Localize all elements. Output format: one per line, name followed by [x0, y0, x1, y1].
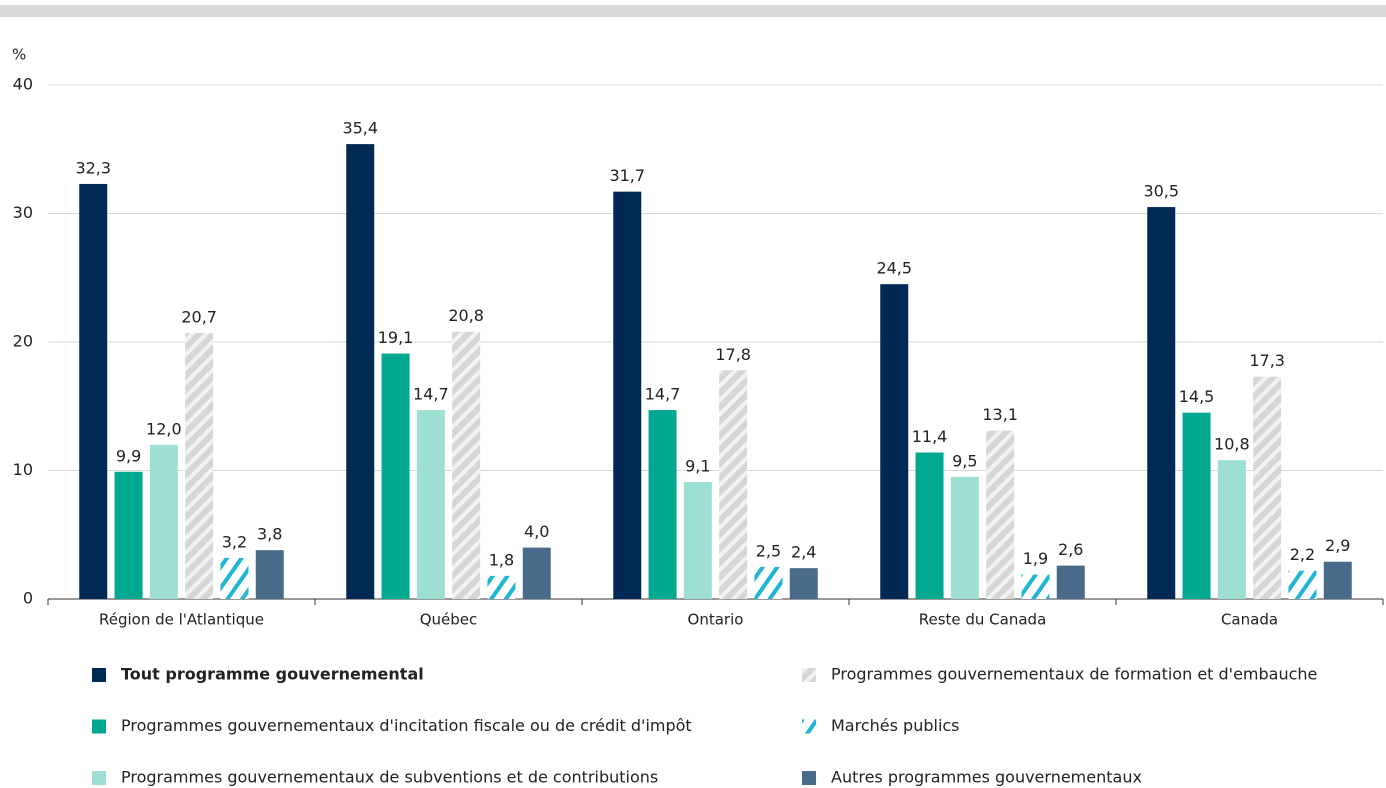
bar — [220, 557, 249, 599]
bar — [880, 284, 909, 599]
bar — [648, 410, 677, 599]
value-label: 13,1 — [982, 405, 1018, 424]
bar — [487, 575, 516, 599]
value-label: 35,4 — [342, 119, 378, 138]
y-tick-label: 20 — [13, 332, 33, 351]
bar — [1288, 570, 1317, 599]
legend-label: Marchés publics — [831, 716, 960, 735]
legend-label: Programmes gouvernementaux d'incitation … — [121, 716, 692, 735]
bar — [185, 333, 214, 599]
value-label: 19,1 — [378, 328, 414, 347]
value-label: 32,3 — [75, 158, 111, 177]
bar — [683, 482, 712, 599]
y-tick-label: 30 — [13, 203, 33, 222]
bar — [114, 471, 143, 599]
value-label: 1,8 — [489, 550, 514, 569]
value-label: 10,8 — [1214, 435, 1250, 454]
legend-label: Tout programme gouvernemental — [121, 665, 424, 684]
legend-swatch — [802, 719, 816, 734]
bar — [754, 566, 783, 599]
value-label: 31,7 — [609, 166, 645, 185]
value-label: 17,8 — [715, 345, 751, 364]
bar — [986, 430, 1015, 599]
bar — [1253, 376, 1282, 599]
value-label: 20,7 — [181, 308, 217, 327]
bar — [1323, 561, 1352, 599]
bar — [255, 550, 284, 599]
x-tick-label: Reste du Canada — [919, 611, 1047, 629]
bar — [719, 370, 748, 599]
bar — [346, 144, 375, 600]
bar — [452, 331, 481, 599]
bar — [1217, 460, 1246, 599]
legend-swatch — [92, 771, 106, 785]
bar — [79, 183, 108, 599]
bar — [416, 410, 445, 599]
value-label: 2,9 — [1325, 536, 1350, 555]
value-label: 24,5 — [876, 259, 912, 278]
value-label: 9,9 — [116, 446, 141, 465]
bar — [613, 191, 642, 599]
bar — [789, 568, 818, 599]
bar — [1182, 412, 1211, 599]
value-label: 9,5 — [952, 451, 977, 470]
x-tick-label: Canada — [1221, 611, 1278, 629]
bar — [522, 547, 551, 599]
value-label: 2,4 — [791, 543, 816, 562]
bar — [149, 444, 178, 599]
y-tick-label: 40 — [13, 75, 33, 94]
x-tick-label: Ontario — [688, 611, 744, 629]
value-label: 1,9 — [1023, 549, 1048, 568]
legend-label: Programmes gouvernementaux de formation … — [831, 665, 1317, 684]
value-label: 3,2 — [222, 532, 247, 551]
y-tick-label: 0 — [23, 589, 33, 608]
value-label: 20,8 — [448, 306, 484, 325]
y-unit: % — [12, 46, 26, 64]
value-label: 2,2 — [1290, 545, 1315, 564]
y-tick-label: 10 — [13, 460, 33, 479]
bar — [1147, 207, 1176, 599]
x-tick-label: Québec — [420, 611, 478, 629]
value-label: 4,0 — [524, 522, 549, 541]
value-label: 30,5 — [1143, 182, 1179, 201]
bar — [915, 452, 944, 599]
value-label: 2,6 — [1058, 540, 1083, 559]
bar — [950, 476, 979, 599]
value-label: 17,3 — [1249, 351, 1285, 370]
bar — [1056, 565, 1085, 599]
value-label: 2,5 — [756, 541, 781, 560]
x-tick-label: Région de l'Atlantique — [99, 611, 264, 629]
legend-label: Programmes gouvernementaux de subvention… — [121, 768, 658, 787]
legend-swatch — [802, 771, 816, 785]
legend-swatch — [92, 719, 106, 734]
value-label: 14,7 — [413, 385, 449, 404]
bar — [1021, 574, 1050, 599]
value-label: 3,8 — [257, 525, 282, 544]
value-label: 9,1 — [685, 457, 710, 476]
legend-label: Autres programmes gouvernementaux — [831, 768, 1142, 787]
value-label: 12,0 — [146, 419, 182, 438]
value-label: 14,7 — [645, 385, 681, 404]
value-label: 11,4 — [912, 427, 948, 446]
top-band — [0, 5, 1386, 17]
value-label: 14,5 — [1179, 387, 1215, 406]
legend-swatch — [802, 668, 816, 682]
bar — [381, 353, 410, 599]
legend-swatch — [92, 668, 106, 682]
